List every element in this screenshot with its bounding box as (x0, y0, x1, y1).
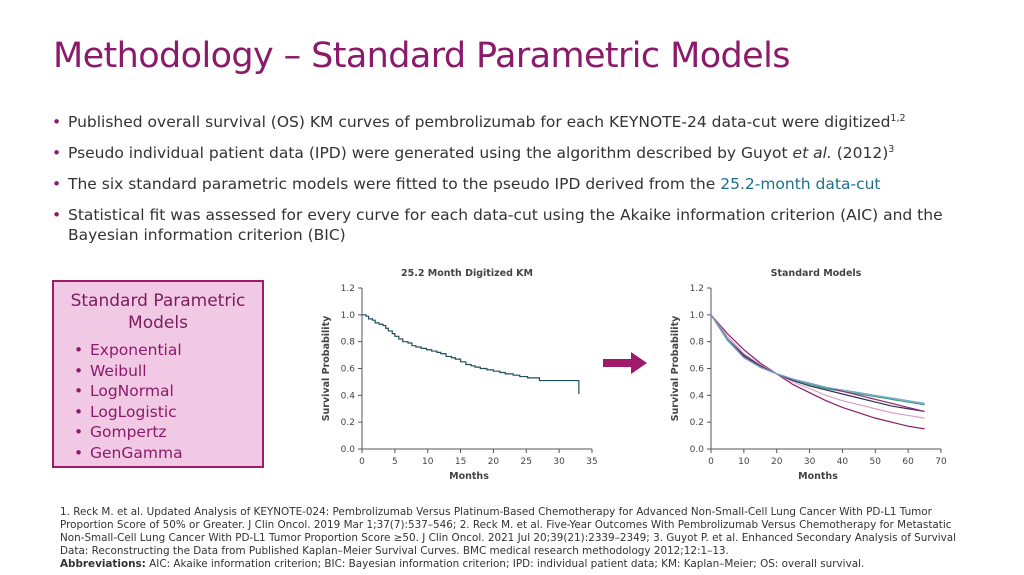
models-list: Exponential Weibull LogNormal LogLogisti… (64, 340, 252, 463)
series-line-0 (362, 314, 580, 394)
y-tick-label: 0.6 (341, 365, 356, 375)
y-tick-label: 0.8 (690, 338, 705, 348)
series-line-5 (710, 314, 925, 404)
series-line-2 (710, 314, 925, 413)
bullet-item: Pseudo individual patient data (IPD) wer… (50, 143, 980, 163)
bullet-item: Statistical fit was assessed for every c… (50, 205, 980, 245)
x-tick-label: 0 (708, 457, 714, 467)
x-tick-label: 20 (771, 457, 783, 467)
series-line-1 (710, 314, 925, 419)
model-item-gengamma: GenGamma (70, 443, 252, 464)
model-item-lognormal: LogNormal (70, 381, 252, 402)
citation-superscript: 3 (888, 144, 895, 155)
page-title: Methodology – Standard Parametric Models (53, 36, 790, 76)
chart-title: 25.2 Month Digitized KM (401, 268, 533, 279)
bullet-item: The six standard parametric models were … (50, 174, 980, 194)
x-tick-label: 35 (586, 457, 597, 467)
references-text: 1. Reck M. et al. Updated Analysis of KE… (60, 506, 957, 557)
x-tick-label: 60 (902, 457, 914, 467)
y-tick-label: 0.2 (690, 418, 704, 428)
x-tick-label: 70 (935, 457, 947, 467)
y-tick-label: 0.8 (341, 338, 356, 348)
citation-superscript: 1,2 (890, 113, 906, 124)
y-tick-label: 1.2 (341, 284, 355, 294)
x-axis-label: Months (798, 471, 838, 482)
x-tick-label: 5 (392, 457, 398, 467)
x-tick-label: 0 (359, 457, 365, 467)
y-tick-label: 1.2 (690, 284, 704, 294)
right-arrow-icon (603, 352, 647, 374)
y-tick-label: 0.0 (341, 445, 356, 455)
models-box-title: Standard Parametric Models (70, 291, 246, 333)
model-item-gompertz: Gompertz (70, 422, 252, 443)
x-tick-label: 30 (804, 457, 816, 467)
y-tick-label: 0.0 (690, 445, 705, 455)
x-tick-label: 10 (422, 457, 434, 467)
x-tick-label: 30 (553, 457, 565, 467)
y-tick-label: 0.4 (690, 391, 705, 401)
abbreviations-text: Abbreviations: AIC: Akaike information c… (60, 558, 865, 570)
chart-title: Standard Models (771, 268, 862, 279)
model-item-loglogistic: LogLogistic (70, 402, 252, 423)
y-axis-label: Survival Probability (670, 315, 681, 421)
y-tick-label: 0.4 (341, 391, 356, 401)
highlighted-text: 25.2-month data-cut (720, 175, 881, 193)
x-axis-label: Months (449, 471, 489, 482)
y-tick-label: 0.6 (690, 365, 705, 375)
bullet-item: Published overall survival (OS) KM curve… (50, 112, 980, 132)
y-tick-label: 1.0 (341, 311, 356, 321)
bullet-list: Published overall survival (OS) KM curve… (50, 112, 980, 256)
x-tick-label: 10 (738, 457, 750, 467)
y-axis-label: Survival Probability (321, 315, 332, 421)
y-tick-label: 0.2 (341, 418, 355, 428)
standard-models-chart: Standard Models 0.0 0.2 0.4 0.6 0.8 1.0 1.2 0 10 2… (670, 268, 947, 482)
x-tick-label: 20 (488, 457, 500, 467)
x-tick-label: 50 (870, 457, 882, 467)
footnotes: 1. Reck M. et al. Updated Analysis of KE… (60, 506, 960, 571)
x-tick-label: 40 (837, 457, 849, 467)
series-line-3 (710, 314, 925, 406)
km-chart: 25.2 Month Digitized KM 0.0 0.2 0.4 0.6 0.8 1.… (321, 268, 598, 482)
x-tick-label: 25 (521, 457, 532, 467)
series-line-0 (710, 314, 925, 430)
standard-models-box: Standard Parametric Models Exponential W… (52, 280, 264, 468)
y-tick-label: 1.0 (690, 311, 705, 321)
model-item-weibull: Weibull (70, 361, 252, 382)
model-item-exponential: Exponential (70, 340, 252, 361)
x-tick-label: 15 (455, 457, 466, 467)
